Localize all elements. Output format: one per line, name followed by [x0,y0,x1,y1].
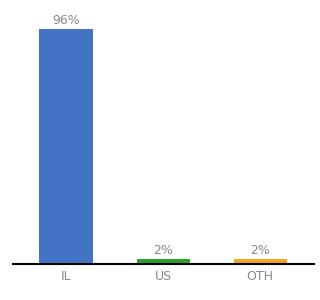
Bar [234,259,287,264]
Bar [39,28,93,264]
Text: 2%: 2% [250,244,270,257]
Text: 2%: 2% [153,244,173,257]
Bar [137,259,190,264]
Text: 96%: 96% [52,14,80,27]
